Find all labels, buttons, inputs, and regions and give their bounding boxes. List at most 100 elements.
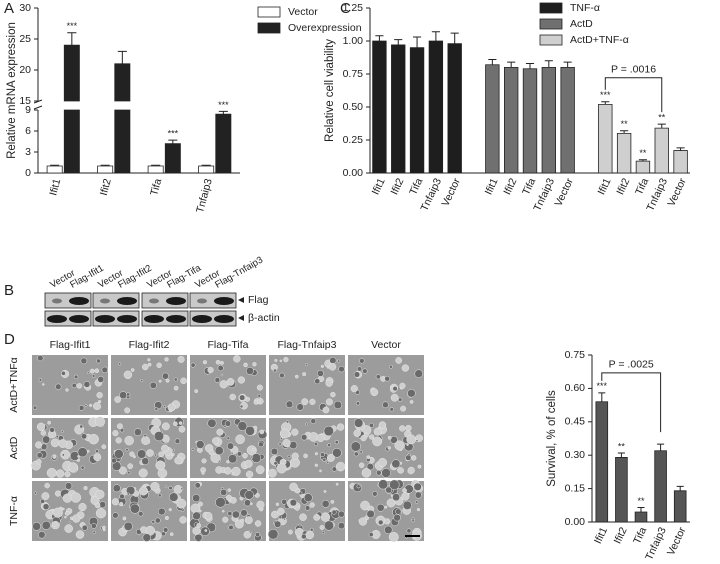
bar: [114, 63, 131, 174]
cell: [378, 458, 388, 468]
x-tick-label: Vector: [665, 176, 689, 209]
cell: [389, 435, 398, 444]
cell: [116, 423, 123, 430]
cell: [96, 358, 101, 364]
cell: [256, 500, 265, 509]
cell: [164, 515, 169, 521]
error-bar: [617, 452, 625, 458]
cell: [174, 456, 183, 465]
cell: [274, 358, 278, 362]
y-tick-label: 0.30: [565, 449, 586, 461]
column-label: Flag-Ifit1: [50, 339, 91, 351]
cell: [337, 359, 341, 363]
blot-band: [149, 298, 159, 304]
cell: [172, 448, 175, 452]
cell: [164, 485, 168, 489]
cell: [417, 464, 422, 469]
cell: [192, 526, 201, 535]
cell: [129, 503, 140, 514]
cell: [276, 463, 287, 474]
error-bar: [676, 485, 684, 491]
cell: [255, 532, 261, 538]
cell: [280, 437, 283, 440]
cell: [237, 421, 248, 431]
cell: [64, 511, 70, 516]
cell: [91, 496, 94, 499]
cell: [51, 521, 57, 527]
cell: [62, 493, 72, 503]
cell: [58, 439, 68, 448]
error-bar: [525, 62, 535, 69]
cell: [153, 431, 165, 442]
cell: [334, 440, 339, 445]
cell: [402, 488, 407, 493]
cell: [129, 451, 135, 457]
cell: [97, 399, 102, 404]
cell: [415, 439, 419, 442]
bar: [634, 511, 648, 523]
cell: [373, 427, 382, 436]
micrograph: [111, 417, 187, 479]
cell: [36, 459, 42, 465]
cell: [258, 441, 264, 448]
bar: [598, 103, 613, 174]
cell: [249, 502, 253, 506]
cell: [414, 369, 423, 378]
cell: [335, 482, 339, 486]
cell: [140, 379, 144, 382]
cell: [360, 500, 370, 511]
cell: [230, 496, 237, 504]
cell: [356, 366, 363, 372]
cell: [141, 436, 150, 445]
error-bar: [431, 31, 440, 41]
bar: [485, 64, 500, 174]
cell: [245, 425, 255, 436]
x-tick-label: Ifit2: [612, 525, 630, 546]
bar: [428, 40, 444, 174]
p-value: P = .0016: [611, 64, 656, 76]
cell: [89, 403, 93, 407]
cell: [111, 498, 120, 506]
cell: [192, 511, 201, 521]
bar: [616, 133, 632, 174]
cell: [407, 466, 415, 474]
cell: [126, 492, 130, 496]
y-tick-label: 0.45: [565, 416, 586, 428]
column-label: Vector: [371, 339, 401, 351]
cell: [194, 533, 203, 542]
cell: [259, 429, 265, 435]
cell: [392, 386, 398, 392]
cell: [353, 418, 364, 428]
bracket: [604, 77, 663, 113]
cell: [111, 457, 117, 464]
cell: [320, 512, 331, 522]
micrograph: [348, 418, 424, 478]
cell: [176, 498, 187, 509]
cell: [83, 485, 88, 491]
row-label: TNF-α: [8, 496, 20, 526]
cell: [382, 401, 389, 409]
x-tick-label: Vector: [439, 176, 463, 209]
cell: [52, 507, 63, 518]
micrograph: [190, 418, 268, 479]
error-bar: [507, 61, 516, 68]
y-tick-label: 1.25: [343, 2, 364, 14]
cell: [325, 379, 333, 387]
cell: [94, 416, 105, 427]
cell: [68, 520, 72, 524]
cell: [256, 384, 263, 391]
cell: [350, 385, 358, 393]
cell: [335, 461, 346, 472]
cell: [414, 500, 419, 504]
micrograph: [348, 479, 424, 542]
cell: [81, 524, 88, 531]
legend-swatch: [539, 18, 563, 30]
cell: [314, 452, 318, 456]
cell: [353, 451, 359, 457]
y-tick-label: 30: [19, 2, 31, 14]
cell: [236, 451, 242, 457]
error-bar: [117, 50, 127, 64]
legend-swatch: [539, 2, 563, 14]
x-tick-label: Ifit2: [388, 176, 406, 197]
cell: [118, 466, 127, 475]
